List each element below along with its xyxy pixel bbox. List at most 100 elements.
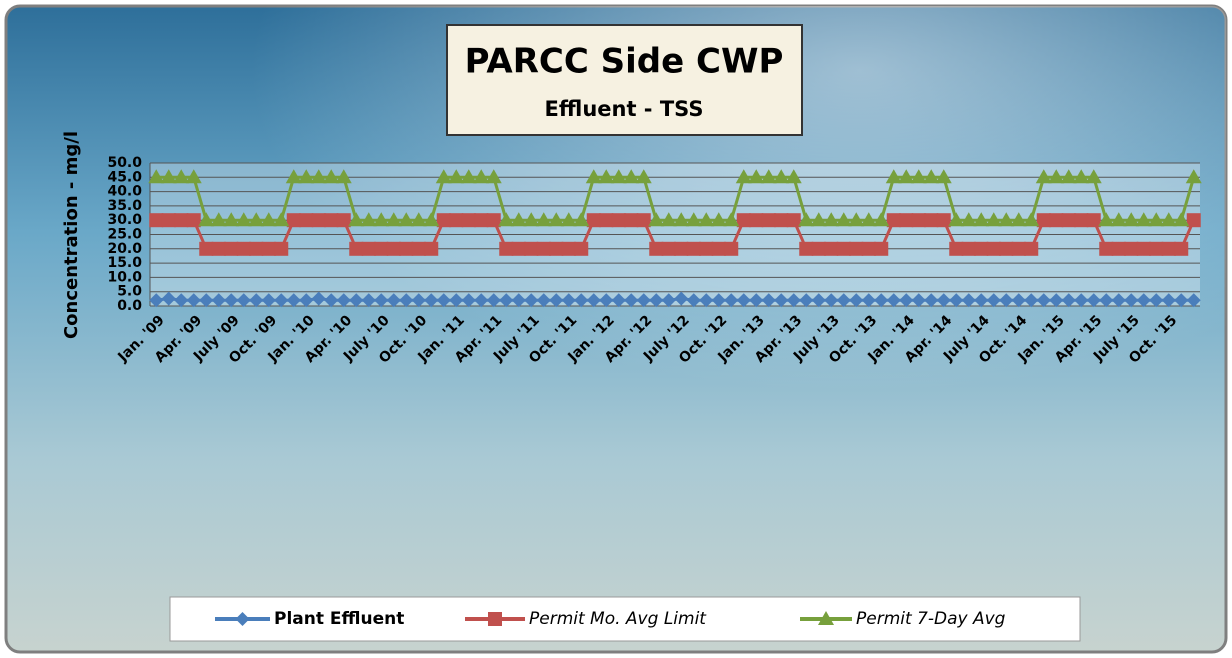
marker xyxy=(1010,212,1027,227)
marker xyxy=(474,213,489,228)
marker xyxy=(1111,241,1126,256)
marker xyxy=(186,213,201,228)
light xyxy=(6,6,1226,652)
marker xyxy=(936,213,951,228)
marker xyxy=(149,213,164,228)
marker xyxy=(399,293,414,308)
marker xyxy=(435,169,452,184)
marker xyxy=(586,293,601,308)
marker xyxy=(786,293,801,308)
marker xyxy=(1099,241,1114,256)
marker xyxy=(1035,169,1052,184)
marker xyxy=(498,212,515,227)
marker xyxy=(510,212,527,227)
marker xyxy=(660,212,677,227)
marker xyxy=(236,241,251,256)
marker xyxy=(723,212,740,227)
marker xyxy=(974,241,989,256)
marker xyxy=(610,169,627,184)
marker xyxy=(1085,169,1102,184)
marker xyxy=(1148,212,1165,227)
marker xyxy=(448,169,465,184)
marker xyxy=(211,241,226,256)
marker xyxy=(874,241,889,256)
marker xyxy=(174,293,189,308)
marker xyxy=(661,293,676,308)
marker xyxy=(911,213,926,228)
marker xyxy=(599,213,614,228)
marker xyxy=(849,293,864,308)
marker xyxy=(998,212,1015,227)
marker xyxy=(873,212,890,227)
marker xyxy=(423,212,440,227)
marker xyxy=(611,213,626,228)
y-tick-label: 25.0 xyxy=(107,227,142,243)
marker xyxy=(861,293,876,308)
marker xyxy=(960,212,977,227)
marker xyxy=(199,293,214,308)
marker xyxy=(836,241,851,256)
marker xyxy=(761,293,776,308)
marker xyxy=(511,293,526,308)
marker xyxy=(535,212,552,227)
marker xyxy=(785,169,802,184)
marker xyxy=(649,241,664,256)
marker xyxy=(886,213,901,228)
marker xyxy=(574,293,589,308)
marker xyxy=(749,213,764,228)
marker xyxy=(286,293,301,308)
marker xyxy=(274,241,289,256)
marker xyxy=(348,212,365,227)
marker xyxy=(223,212,240,227)
marker xyxy=(1060,169,1077,184)
marker xyxy=(149,293,164,308)
marker xyxy=(486,293,501,308)
marker xyxy=(999,293,1014,308)
y-tick-label: 5.0 xyxy=(117,284,142,300)
marker xyxy=(523,212,540,227)
marker xyxy=(799,241,814,256)
marker xyxy=(536,293,551,308)
marker xyxy=(1173,212,1190,227)
marker xyxy=(298,169,315,184)
marker xyxy=(335,169,352,184)
marker xyxy=(398,212,415,227)
marker xyxy=(336,213,351,228)
marker xyxy=(886,293,901,308)
marker xyxy=(985,212,1002,227)
marker xyxy=(899,213,914,228)
marker xyxy=(261,293,276,308)
marker xyxy=(1111,293,1126,308)
marker xyxy=(411,293,426,308)
marker xyxy=(424,241,439,256)
marker xyxy=(1061,293,1076,308)
marker xyxy=(374,241,389,256)
marker xyxy=(1185,169,1202,184)
marker xyxy=(1174,241,1189,256)
marker xyxy=(711,241,726,256)
y-tick-label: 15.0 xyxy=(107,255,142,271)
marker xyxy=(973,212,990,227)
marker xyxy=(848,212,865,227)
marker xyxy=(499,293,514,308)
marker xyxy=(436,213,451,228)
marker xyxy=(899,293,914,308)
marker xyxy=(311,291,326,306)
marker xyxy=(811,241,826,256)
marker xyxy=(1049,293,1064,308)
marker xyxy=(1135,212,1152,227)
marker xyxy=(235,612,250,626)
marker xyxy=(1036,213,1051,228)
marker xyxy=(1086,213,1101,228)
marker xyxy=(1036,293,1051,308)
marker xyxy=(273,212,290,227)
marker xyxy=(736,293,751,308)
marker xyxy=(961,241,976,256)
marker xyxy=(161,213,176,228)
title-box xyxy=(446,24,803,136)
marker xyxy=(910,169,927,184)
marker xyxy=(336,293,351,308)
legend-label: Permit Mo. Avg Limit xyxy=(529,609,707,629)
marker xyxy=(488,612,502,626)
marker xyxy=(1086,293,1101,308)
